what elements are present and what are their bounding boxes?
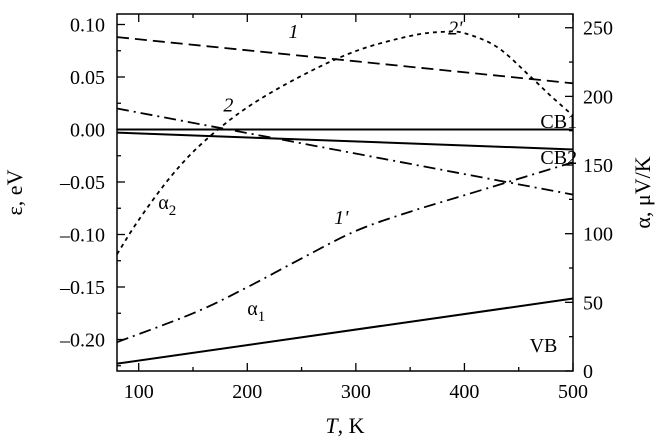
line-2prime xyxy=(116,30,574,255)
line-1 xyxy=(116,36,574,85)
y-right-tick-label: 150 xyxy=(583,155,613,177)
y-right-axis-title: α, μV/K xyxy=(630,156,655,228)
y-left-tick-label: –0.15 xyxy=(59,277,105,299)
plot-frame xyxy=(116,13,574,372)
line-2 xyxy=(116,107,574,196)
line-CB2 xyxy=(116,131,574,151)
label-CB1: CB1 xyxy=(540,111,577,133)
label-alpha1: α1 xyxy=(247,298,265,325)
y-right-tick-label: 50 xyxy=(583,292,603,314)
y-right-tick-label: 100 xyxy=(583,224,613,246)
line-VB xyxy=(116,297,574,365)
series-layer xyxy=(116,30,574,365)
ticks-layer: 100 200 300 400 5000.100.050.00–0.05–0.10–0.… xyxy=(59,14,613,403)
label-alpha2: α2 xyxy=(158,192,176,219)
x-axis-title-unit: , K xyxy=(338,413,365,438)
labels-layer: 1 2 CB1 CB2 VB 1' 2' α1 α2 xyxy=(158,18,577,357)
y-right-tick-label: 0 xyxy=(583,361,593,383)
x-tick-label: 500 xyxy=(558,381,588,403)
label-1: 1 xyxy=(289,21,299,43)
y-right-tick-label: 200 xyxy=(583,86,613,108)
x-tick-label: 400 xyxy=(449,381,479,403)
x-axis-title-var: T xyxy=(325,413,339,438)
y-left-tick-label: –0.20 xyxy=(59,330,105,352)
y-left-tick-label: 0.00 xyxy=(70,120,105,142)
y-left-tick-label: –0.10 xyxy=(59,225,105,247)
y-left-axis-title: ε, eV xyxy=(2,169,27,215)
x-tick-label: 200 xyxy=(232,381,262,403)
label-2prime: 2' xyxy=(448,18,463,40)
y-right-tick-label: 250 xyxy=(583,18,613,40)
y-left-tick-label: 0.10 xyxy=(70,15,105,37)
x-tick-label: 300 xyxy=(341,381,371,403)
label-VB: VB xyxy=(530,335,558,357)
y-left-tick-label: –0.05 xyxy=(59,172,105,194)
y-left-tick-label: 0.05 xyxy=(70,67,105,89)
x-tick-label: 100 xyxy=(124,381,154,403)
label-2: 2 xyxy=(223,94,233,116)
line-1prime xyxy=(116,161,574,344)
x-axis-title: T, K xyxy=(325,413,364,438)
label-1prime: 1' xyxy=(334,207,349,229)
label-CB2: CB2 xyxy=(540,147,577,169)
